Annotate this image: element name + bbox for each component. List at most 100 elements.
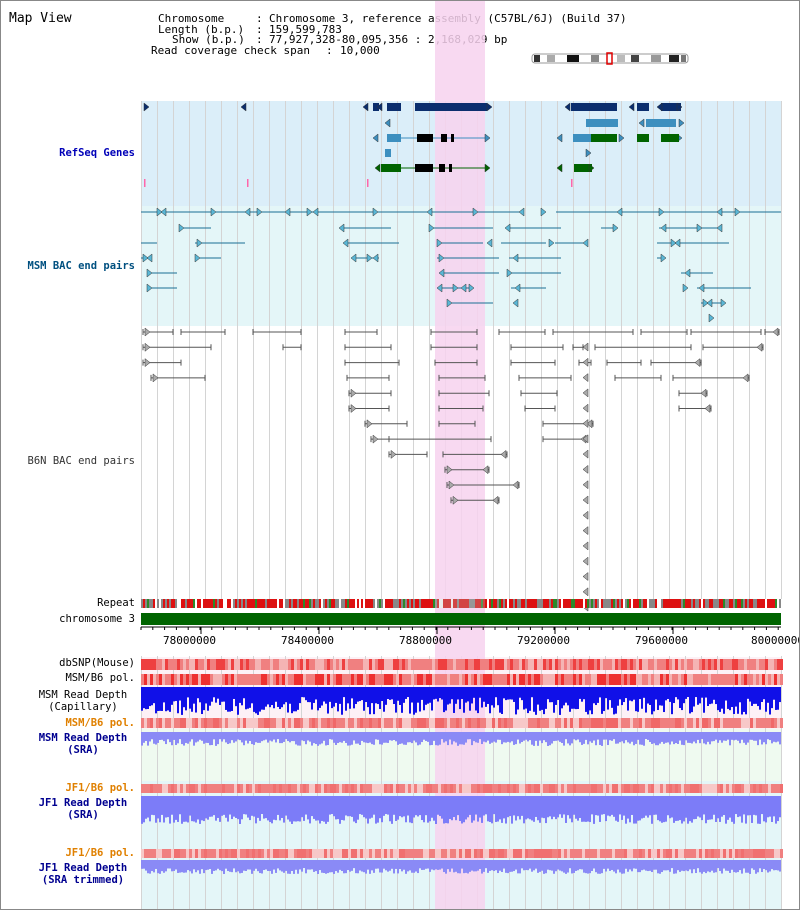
jf1-trim-depth-bar: [501, 860, 503, 872]
jf1-trim-depth-bar: [601, 860, 603, 874]
jf1-depth-bar: [503, 796, 505, 819]
jf1-pol-2-heat-cell: [501, 849, 504, 858]
msm-pol-2-heat-cell: [540, 718, 543, 728]
jf1-trim-depth-bar: [731, 860, 733, 870]
jf1-pol-2-heat-cell: [774, 849, 777, 858]
msm-capillary-depth-bar: [727, 687, 729, 709]
repeat-segment: [335, 599, 337, 608]
jf1-depth-bar: [585, 796, 587, 822]
jf1-depth-bar: [207, 796, 209, 820]
jf1-depth-bar: [531, 796, 533, 821]
jf1-trim-depth-bar: [227, 860, 229, 872]
repeat-segment: [647, 599, 649, 608]
jf1-trim-depth-bar: [143, 860, 145, 869]
msm-pol-heat-cell: [345, 674, 348, 685]
jf1-pol-2-heat-cell: [543, 849, 546, 858]
jf1-trim-depth-bar: [595, 860, 597, 873]
msm-sra-depth-bar: [177, 732, 179, 744]
b6n-pair-end: [144, 342, 151, 352]
jf1-pol-heat-cell: [270, 784, 273, 793]
repeat-segment: [179, 599, 181, 608]
jf1-pol-heat-cell: [222, 784, 225, 793]
msm-sra-depth-bar: [511, 732, 513, 742]
jf1-trim-depth-bar: [427, 860, 429, 869]
repeat-segment: [531, 599, 533, 608]
repeat-segment: [659, 599, 661, 608]
jf1-pol-heat-cell: [390, 784, 393, 793]
jf1-pol-2-heat-cell: [630, 849, 633, 858]
msm-sra-depth-bar: [591, 732, 593, 743]
jf1-trim-depth-bar: [657, 860, 659, 874]
repeat-segment: [567, 599, 569, 608]
track-label-msm-bac[interactable]: MSM BAC end pairs: [27, 260, 135, 272]
msm-pol-2-heat-cell: [528, 718, 531, 728]
repeat-segment: [761, 599, 763, 608]
repeat-segment: [243, 599, 245, 608]
jf1-pol-heat-cell: [366, 784, 369, 793]
msm-sra-depth-bar: [435, 732, 437, 746]
repeat-segment: [395, 599, 397, 608]
jf1-trim-depth-bar: [493, 860, 495, 872]
msm-pol-2-heat-cell: [267, 718, 270, 728]
jf1-pol-2-heat-cell: [315, 849, 318, 858]
jf1-pol-2-heat-cell: [765, 849, 768, 858]
jf1-trim-depth-bar: [635, 860, 637, 869]
jf1-pol-heat-cell: [159, 784, 162, 793]
msm-capillary-depth-bar: [545, 687, 547, 709]
jf1-trim-depth-bar: [377, 860, 379, 869]
msm-capillary-depth-bar: [403, 687, 405, 703]
track-label-dbsnp: dbSNP(Mouse): [59, 657, 135, 669]
msm-pol-heat-cell: [468, 674, 471, 685]
jf1-pol-2-heat-cell: [693, 849, 696, 858]
track-label-repeat: Repeat: [97, 597, 135, 609]
jf1-depth-bar: [241, 796, 243, 820]
msm-pol-2-heat-cell: [573, 718, 576, 728]
track-label-b6n-bac[interactable]: B6N BAC end pairs: [27, 455, 135, 467]
track-label-refseq[interactable]: RefSeq Genes: [59, 147, 135, 159]
jf1-pol-heat-cell: [645, 784, 648, 793]
msm-capillary-depth-bar: [595, 687, 597, 706]
msm-pair-end: [514, 283, 521, 293]
repeat-segment: [691, 599, 693, 608]
msm-sra-depth-bar: [495, 732, 497, 743]
jf1-depth-bar: [609, 796, 611, 817]
msm-capillary-depth-bar: [203, 687, 205, 711]
jf1-pol-heat-cell: [192, 784, 195, 793]
repeat-segment: [373, 599, 375, 608]
repeat-segment: [339, 599, 341, 608]
jf1-depth-bar: [245, 796, 247, 815]
msm-pair-end: [178, 223, 185, 233]
dbsnp-heat-cell: [699, 659, 702, 670]
msm-pol-2-heat-cell: [195, 718, 198, 728]
jf1-trim-depth-bar: [241, 860, 243, 873]
dbsnp-heat-cell: [255, 659, 258, 670]
msm-pol-heat-cell: [501, 674, 504, 685]
msm-sra-depth-bar: [543, 732, 545, 741]
jf1-depth-bar: [687, 796, 689, 824]
msm-pol-2-heat-cell: [750, 718, 753, 728]
msm-sra-depth-bar: [289, 732, 291, 743]
jf1-trim-depth-bar: [353, 860, 355, 869]
jf1-pol-2-heat-cell: [348, 849, 351, 858]
msm-pol-heat-cell: [291, 674, 294, 685]
msm-capillary-depth-bar: [151, 687, 153, 706]
chromosome-bar: [141, 613, 781, 625]
msm-capillary-depth-bar: [499, 687, 501, 713]
jf1-depth-bar: [157, 796, 159, 819]
jf1-depth-bar: [473, 796, 475, 821]
jf1-depth-bar: [395, 796, 397, 821]
dbsnp-heat-cell: [756, 659, 759, 670]
jf1-pol-2-heat-cell: [375, 849, 378, 858]
msm-capillary-depth-bar: [483, 687, 485, 702]
jf1-depth-bar: [413, 796, 415, 818]
jf1-pol-2-heat-cell: [231, 849, 234, 858]
repeat-segment: [229, 599, 231, 608]
dbsnp-heat-cell: [297, 659, 300, 670]
msm-capillary-depth-bar: [329, 687, 331, 702]
msm-capillary-depth-bar: [283, 687, 285, 705]
msm-pol-heat-cell: [735, 674, 738, 685]
jf1-depth-bar: [297, 796, 299, 822]
repeat-segment: [767, 599, 769, 608]
msm-sra-depth-bar: [439, 732, 441, 745]
